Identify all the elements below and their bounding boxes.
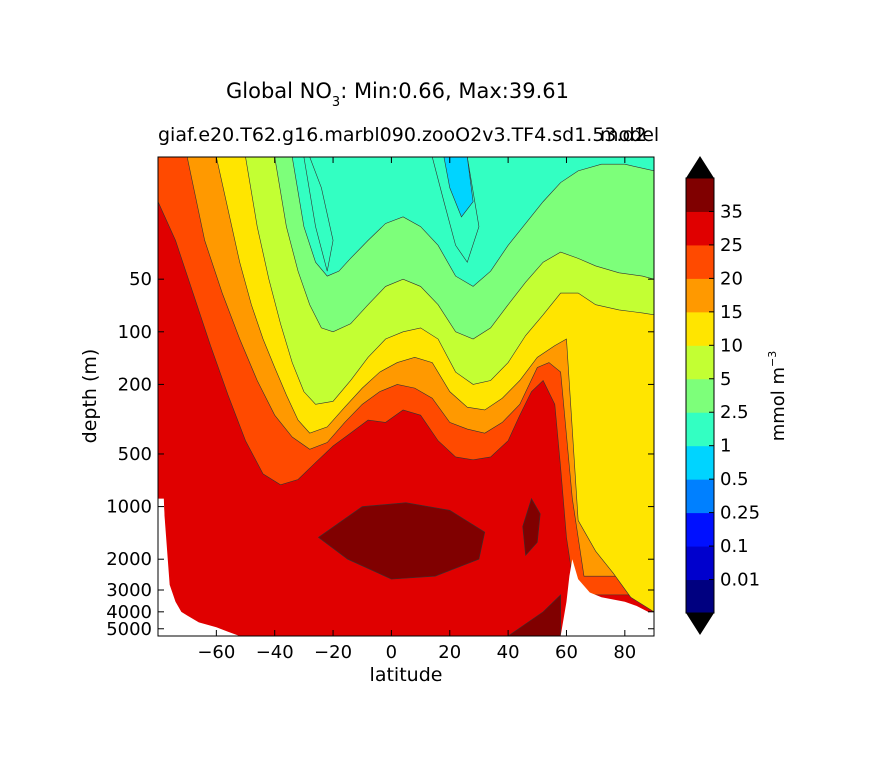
x-tick-label: 80 (613, 642, 636, 663)
y-tick-label: 100 (118, 322, 152, 343)
x-tick-label: −60 (197, 642, 235, 663)
model-subtitle: model (600, 124, 660, 146)
colorbar-swatch (686, 445, 714, 480)
x-axis-label: latitude (370, 664, 443, 686)
contour-region-35-1 (522, 497, 541, 557)
colorbar-swatch (686, 178, 714, 212)
colorbar-swatch (686, 378, 714, 413)
colorbar-label-exponent: −3 (766, 351, 779, 367)
colorbar-swatch (686, 345, 714, 380)
x-tick-label: −20 (314, 642, 352, 663)
y-axis-label: depth (m) (79, 349, 101, 444)
colorbar-extend-min (686, 613, 714, 635)
case-subtitle: giaf.e20.T62.g16.marbl090.zooO2v3.TF4.sd… (158, 124, 647, 146)
contour-region-35-2 (493, 594, 561, 636)
x-axis: −60 −40 −20 0 20 40 60 80 (197, 157, 636, 663)
colorbar-extend-max (686, 156, 714, 178)
y-tick-label: 2000 (106, 549, 152, 570)
colorbar-swatch (686, 311, 714, 346)
colorbar-frame (685, 177, 715, 614)
chart-title: Global NO3: Min:0.66, Max:39.61 (226, 79, 569, 111)
plot-frame (157, 156, 655, 637)
x-tick-label: −40 (256, 642, 294, 663)
colorbar-tick-label: 2.5 (720, 402, 749, 423)
colorbar-swatch (686, 211, 714, 246)
colorbar-tick-label: 0.25 (720, 503, 760, 524)
title-suffix: : Min:0.66, Max:39.61 (340, 79, 569, 103)
contour-region-35-0 (317, 502, 486, 580)
colorbar-tick-label: 25 (720, 235, 743, 256)
colorbar-swatch (686, 512, 714, 547)
colorbar-tick-label: 1 (720, 436, 731, 457)
title-prefix: Global NO (226, 79, 332, 103)
colorbar-tick-label: 5 (720, 369, 731, 390)
y-tick-label: 3000 (106, 580, 152, 601)
colorbar-tick-label: 35 (720, 201, 743, 222)
colorbar-label: mmol m−3 (766, 351, 789, 442)
y-tick-label: 500 (118, 444, 152, 465)
colorbar-tick-label: 20 (720, 268, 743, 289)
y-tick-label: 1000 (106, 497, 152, 518)
colorbar-tick-label: 15 (720, 302, 743, 323)
land-mask-south (158, 498, 170, 636)
plot-area (158, 157, 654, 636)
land-mask (158, 498, 654, 636)
colorbar-tick-label: 0.5 (720, 469, 749, 490)
y-tick-label: 50 (129, 269, 152, 290)
colorbar-swatch (686, 479, 714, 514)
y-tick-label: 4000 (106, 602, 152, 623)
colorbar-swatch (686, 244, 714, 279)
x-tick-label: 20 (438, 642, 461, 663)
contour-region-1-0 (303, 157, 334, 272)
colorbar-label-base: mmol m (768, 367, 789, 441)
colorbar-swatch (686, 278, 714, 313)
x-tick-label: 60 (555, 642, 578, 663)
x-tick-label: 0 (386, 642, 397, 663)
x-tick-label: 40 (497, 642, 520, 663)
title-subscript: 3 (331, 95, 341, 111)
y-tick-label: 200 (118, 374, 152, 395)
contour-region-0_5-0 (443, 157, 474, 218)
y-tick-label: 5000 (106, 619, 152, 640)
colorbar-tick-label: 0.01 (720, 570, 760, 591)
colorbar-swatch (686, 546, 714, 581)
colorbar-tick-label: 10 (720, 335, 743, 356)
colorbar-swatch (686, 579, 714, 614)
colorbar-swatch (686, 412, 714, 447)
colorbar-tick-label: 0.1 (720, 536, 749, 557)
colorbar: 0.01 0.1 0.25 0.5 1 2.5 5 10 15 20 25 35 (685, 156, 760, 635)
